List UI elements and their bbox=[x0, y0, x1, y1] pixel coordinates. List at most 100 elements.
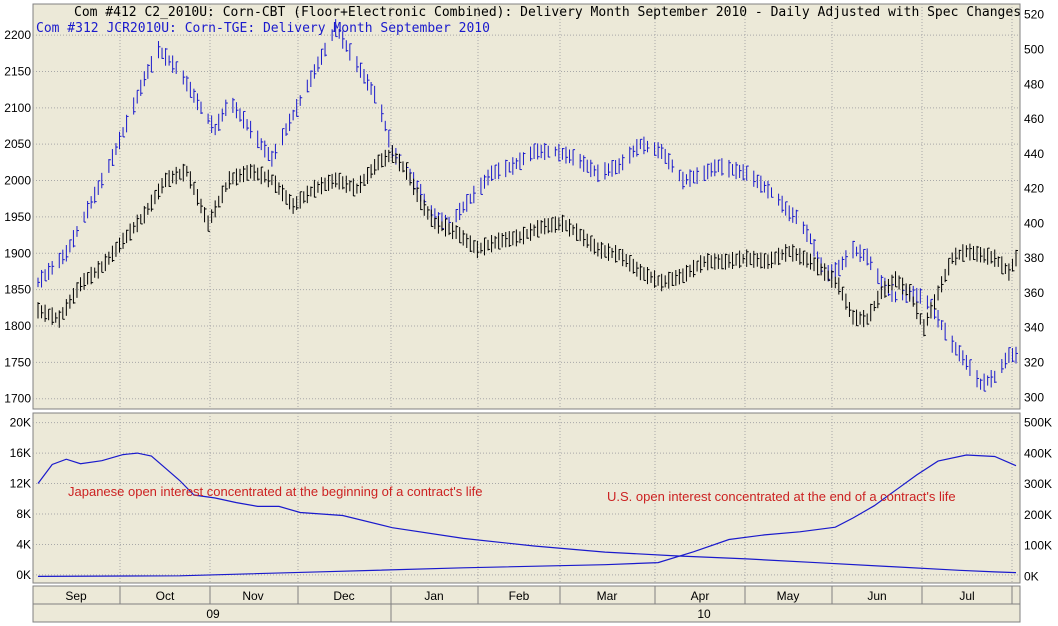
price-bar bbox=[328, 174, 331, 191]
price-bar bbox=[402, 161, 405, 173]
price-bar bbox=[972, 246, 976, 261]
price-bar bbox=[55, 312, 58, 323]
price-bar bbox=[937, 309, 941, 328]
price-bar bbox=[693, 259, 696, 278]
price-bar bbox=[320, 48, 324, 65]
price-bar bbox=[980, 246, 983, 263]
price-bar bbox=[526, 228, 529, 239]
price-bar bbox=[951, 335, 955, 353]
price-bar bbox=[749, 252, 753, 266]
price-bar bbox=[267, 169, 271, 188]
price-bar bbox=[813, 239, 817, 257]
price-bar bbox=[678, 268, 682, 285]
price-bar bbox=[760, 175, 763, 193]
price-bar bbox=[253, 164, 257, 181]
year-label: 09 bbox=[206, 607, 220, 621]
price-bar bbox=[806, 252, 809, 268]
price-bar bbox=[76, 226, 79, 237]
price-bar bbox=[983, 373, 987, 392]
price-bar bbox=[586, 159, 590, 173]
price-bar bbox=[154, 189, 157, 205]
price-bar bbox=[696, 167, 700, 185]
price-bar bbox=[271, 174, 274, 186]
price-bar bbox=[335, 172, 338, 188]
price-bar bbox=[313, 64, 317, 79]
month-label: Feb bbox=[509, 589, 530, 603]
price-bar bbox=[866, 248, 870, 266]
price-bar bbox=[778, 193, 781, 206]
price-bar bbox=[505, 159, 508, 178]
series bbox=[37, 19, 1018, 578]
price-bar bbox=[732, 251, 735, 270]
price-bar bbox=[608, 163, 611, 176]
price-bar bbox=[965, 354, 969, 370]
price-bar bbox=[480, 177, 483, 195]
price-bar bbox=[41, 269, 44, 288]
price-bar bbox=[944, 322, 948, 341]
price-bar bbox=[515, 158, 519, 170]
price-bar bbox=[108, 159, 111, 173]
month-label: Apr bbox=[691, 589, 710, 603]
price-bar bbox=[90, 196, 94, 209]
price-bar bbox=[579, 153, 583, 169]
right-axis-tick-label: 300 bbox=[1024, 390, 1044, 404]
price-bar bbox=[483, 174, 487, 189]
price-bar bbox=[427, 206, 430, 220]
price-bar bbox=[678, 169, 682, 182]
price-bar bbox=[565, 146, 568, 164]
price-bar bbox=[282, 128, 285, 146]
price-bar bbox=[37, 277, 40, 288]
price-bar bbox=[771, 251, 774, 269]
price-bar bbox=[459, 227, 462, 244]
price-bar bbox=[561, 214, 565, 233]
price-bar bbox=[133, 222, 136, 234]
price-bar bbox=[547, 145, 551, 158]
right-axis-tick-label: 480 bbox=[1024, 77, 1044, 91]
price-bar bbox=[250, 120, 253, 139]
price-bar bbox=[480, 242, 483, 254]
price-bar bbox=[753, 170, 756, 187]
price-bar bbox=[519, 152, 522, 171]
price-bar bbox=[753, 250, 756, 268]
price-bar bbox=[122, 232, 126, 249]
price-bar bbox=[771, 187, 774, 198]
month-label: Dec bbox=[333, 589, 354, 603]
left-axis-tick-label: 0K bbox=[16, 568, 31, 582]
price-bar bbox=[884, 281, 887, 298]
price-bar bbox=[172, 55, 175, 73]
price-bar bbox=[416, 187, 420, 203]
price-bar bbox=[873, 300, 877, 312]
price-bar bbox=[675, 270, 678, 286]
price-bar bbox=[848, 301, 852, 317]
us-oi-line bbox=[37, 454, 1017, 578]
price-bar bbox=[870, 303, 873, 322]
price-bar bbox=[646, 266, 650, 285]
price-bar bbox=[218, 113, 221, 131]
chart-title-cbt: Com #412 C2_2010U: Corn-CBT (Floor+Elect… bbox=[74, 5, 1021, 20]
price-bar bbox=[437, 216, 441, 234]
price-bar bbox=[540, 220, 544, 234]
price-bar bbox=[916, 301, 919, 320]
price-bar bbox=[994, 370, 997, 383]
price-bar bbox=[342, 31, 345, 49]
price-bar bbox=[413, 178, 416, 196]
month-label: Jul bbox=[959, 589, 974, 603]
price-bar bbox=[512, 231, 515, 246]
price-bar bbox=[260, 138, 264, 151]
price-bar bbox=[320, 177, 324, 195]
price-bar bbox=[108, 251, 111, 265]
price-bar bbox=[880, 286, 884, 300]
price-bar bbox=[547, 218, 551, 234]
price-bar bbox=[466, 233, 469, 248]
price-bar bbox=[491, 165, 494, 182]
price-bar bbox=[363, 173, 366, 186]
price-bar bbox=[983, 248, 987, 263]
price-bar bbox=[356, 183, 359, 194]
price-bar bbox=[211, 209, 214, 223]
price-bar bbox=[951, 252, 955, 264]
price-bar bbox=[69, 239, 72, 253]
price-bar bbox=[618, 248, 622, 261]
price-bar bbox=[639, 138, 643, 150]
month-label: Oct bbox=[156, 589, 175, 603]
